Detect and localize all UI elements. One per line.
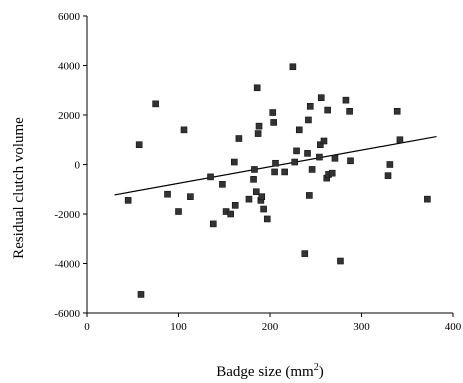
y-tick-label: 6000: [58, 11, 81, 23]
x-axis: 0 100 200 300 400: [84, 312, 462, 333]
data-point: [255, 122, 263, 130]
data-point: [305, 116, 312, 124]
x-axis-title-main: Badge size (mm: [216, 364, 314, 380]
y-tick-label: 0: [75, 160, 81, 172]
data-point: [317, 94, 325, 101]
data-point: [251, 166, 258, 173]
data-point: [252, 188, 260, 196]
data-point: [272, 159, 279, 167]
data-point: [250, 176, 257, 183]
data-point: [320, 137, 328, 145]
data-point: [346, 107, 353, 115]
data-point: [260, 205, 267, 213]
y-tick-label: 4000: [58, 61, 81, 73]
x-tick-label: 300: [353, 321, 370, 333]
x-axis-title-superscript: 2: [314, 362, 319, 373]
data-point: [231, 202, 239, 209]
data-point: [317, 141, 324, 148]
data-point: [124, 197, 132, 204]
data-point: [152, 100, 159, 108]
data-point: [207, 173, 214, 181]
data-point: [306, 192, 313, 199]
data-point: [175, 208, 182, 215]
data-point: [269, 109, 277, 116]
data-point: [245, 195, 253, 203]
data-point: [270, 119, 277, 126]
x-axis-title-close: ): [319, 364, 324, 380]
data-point: [281, 168, 288, 176]
data-point: [253, 84, 261, 92]
y-axis: -6000 -4000 -2000 0 2000 4000 6000: [54, 11, 88, 320]
data-point: [384, 172, 392, 179]
data-point: [386, 161, 394, 168]
x-tick-label: 0: [84, 321, 90, 333]
x-tick-label: 400: [445, 321, 462, 333]
data-point: [347, 157, 354, 165]
data-point: [306, 103, 314, 110]
data-point: [396, 136, 404, 144]
x-axis-title: Badge size (mm2): [216, 362, 323, 380]
data-point: [289, 63, 297, 71]
data-point: [291, 158, 299, 166]
data-point: [219, 181, 226, 188]
data-point: [258, 193, 266, 200]
data-point: [187, 193, 194, 200]
data-point: [316, 153, 323, 161]
y-tick-label: -2000: [54, 209, 80, 221]
data-point: [342, 96, 350, 104]
data-point: [337, 257, 344, 265]
y-axis-title: Residual clutch volume: [11, 117, 27, 259]
data-point: [295, 126, 303, 134]
data-point: [209, 220, 217, 228]
data-point: [301, 250, 309, 257]
data-point: [328, 169, 336, 177]
y-tick-label: -6000: [54, 308, 80, 320]
x-tick-label: 100: [170, 321, 187, 333]
data-point: [324, 106, 331, 114]
y-tick-label: -4000: [54, 259, 80, 271]
data-point: [308, 166, 316, 173]
data-point: [254, 130, 262, 137]
data-point: [271, 168, 278, 176]
data-point: [263, 215, 271, 223]
data-point: [331, 155, 339, 162]
data-point: [235, 135, 243, 142]
data-point: [231, 158, 238, 166]
data-point: [293, 147, 300, 155]
data-point: [424, 195, 431, 203]
data-point: [180, 126, 188, 134]
y-tick-label: 2000: [58, 110, 81, 122]
data-point: [137, 291, 145, 298]
data-point: [164, 190, 171, 198]
x-tick-label: 200: [262, 321, 279, 333]
data-points: [124, 63, 431, 298]
data-point: [135, 141, 143, 148]
data-point: [393, 107, 401, 115]
data-point: [227, 210, 234, 218]
data-point: [304, 150, 311, 157]
